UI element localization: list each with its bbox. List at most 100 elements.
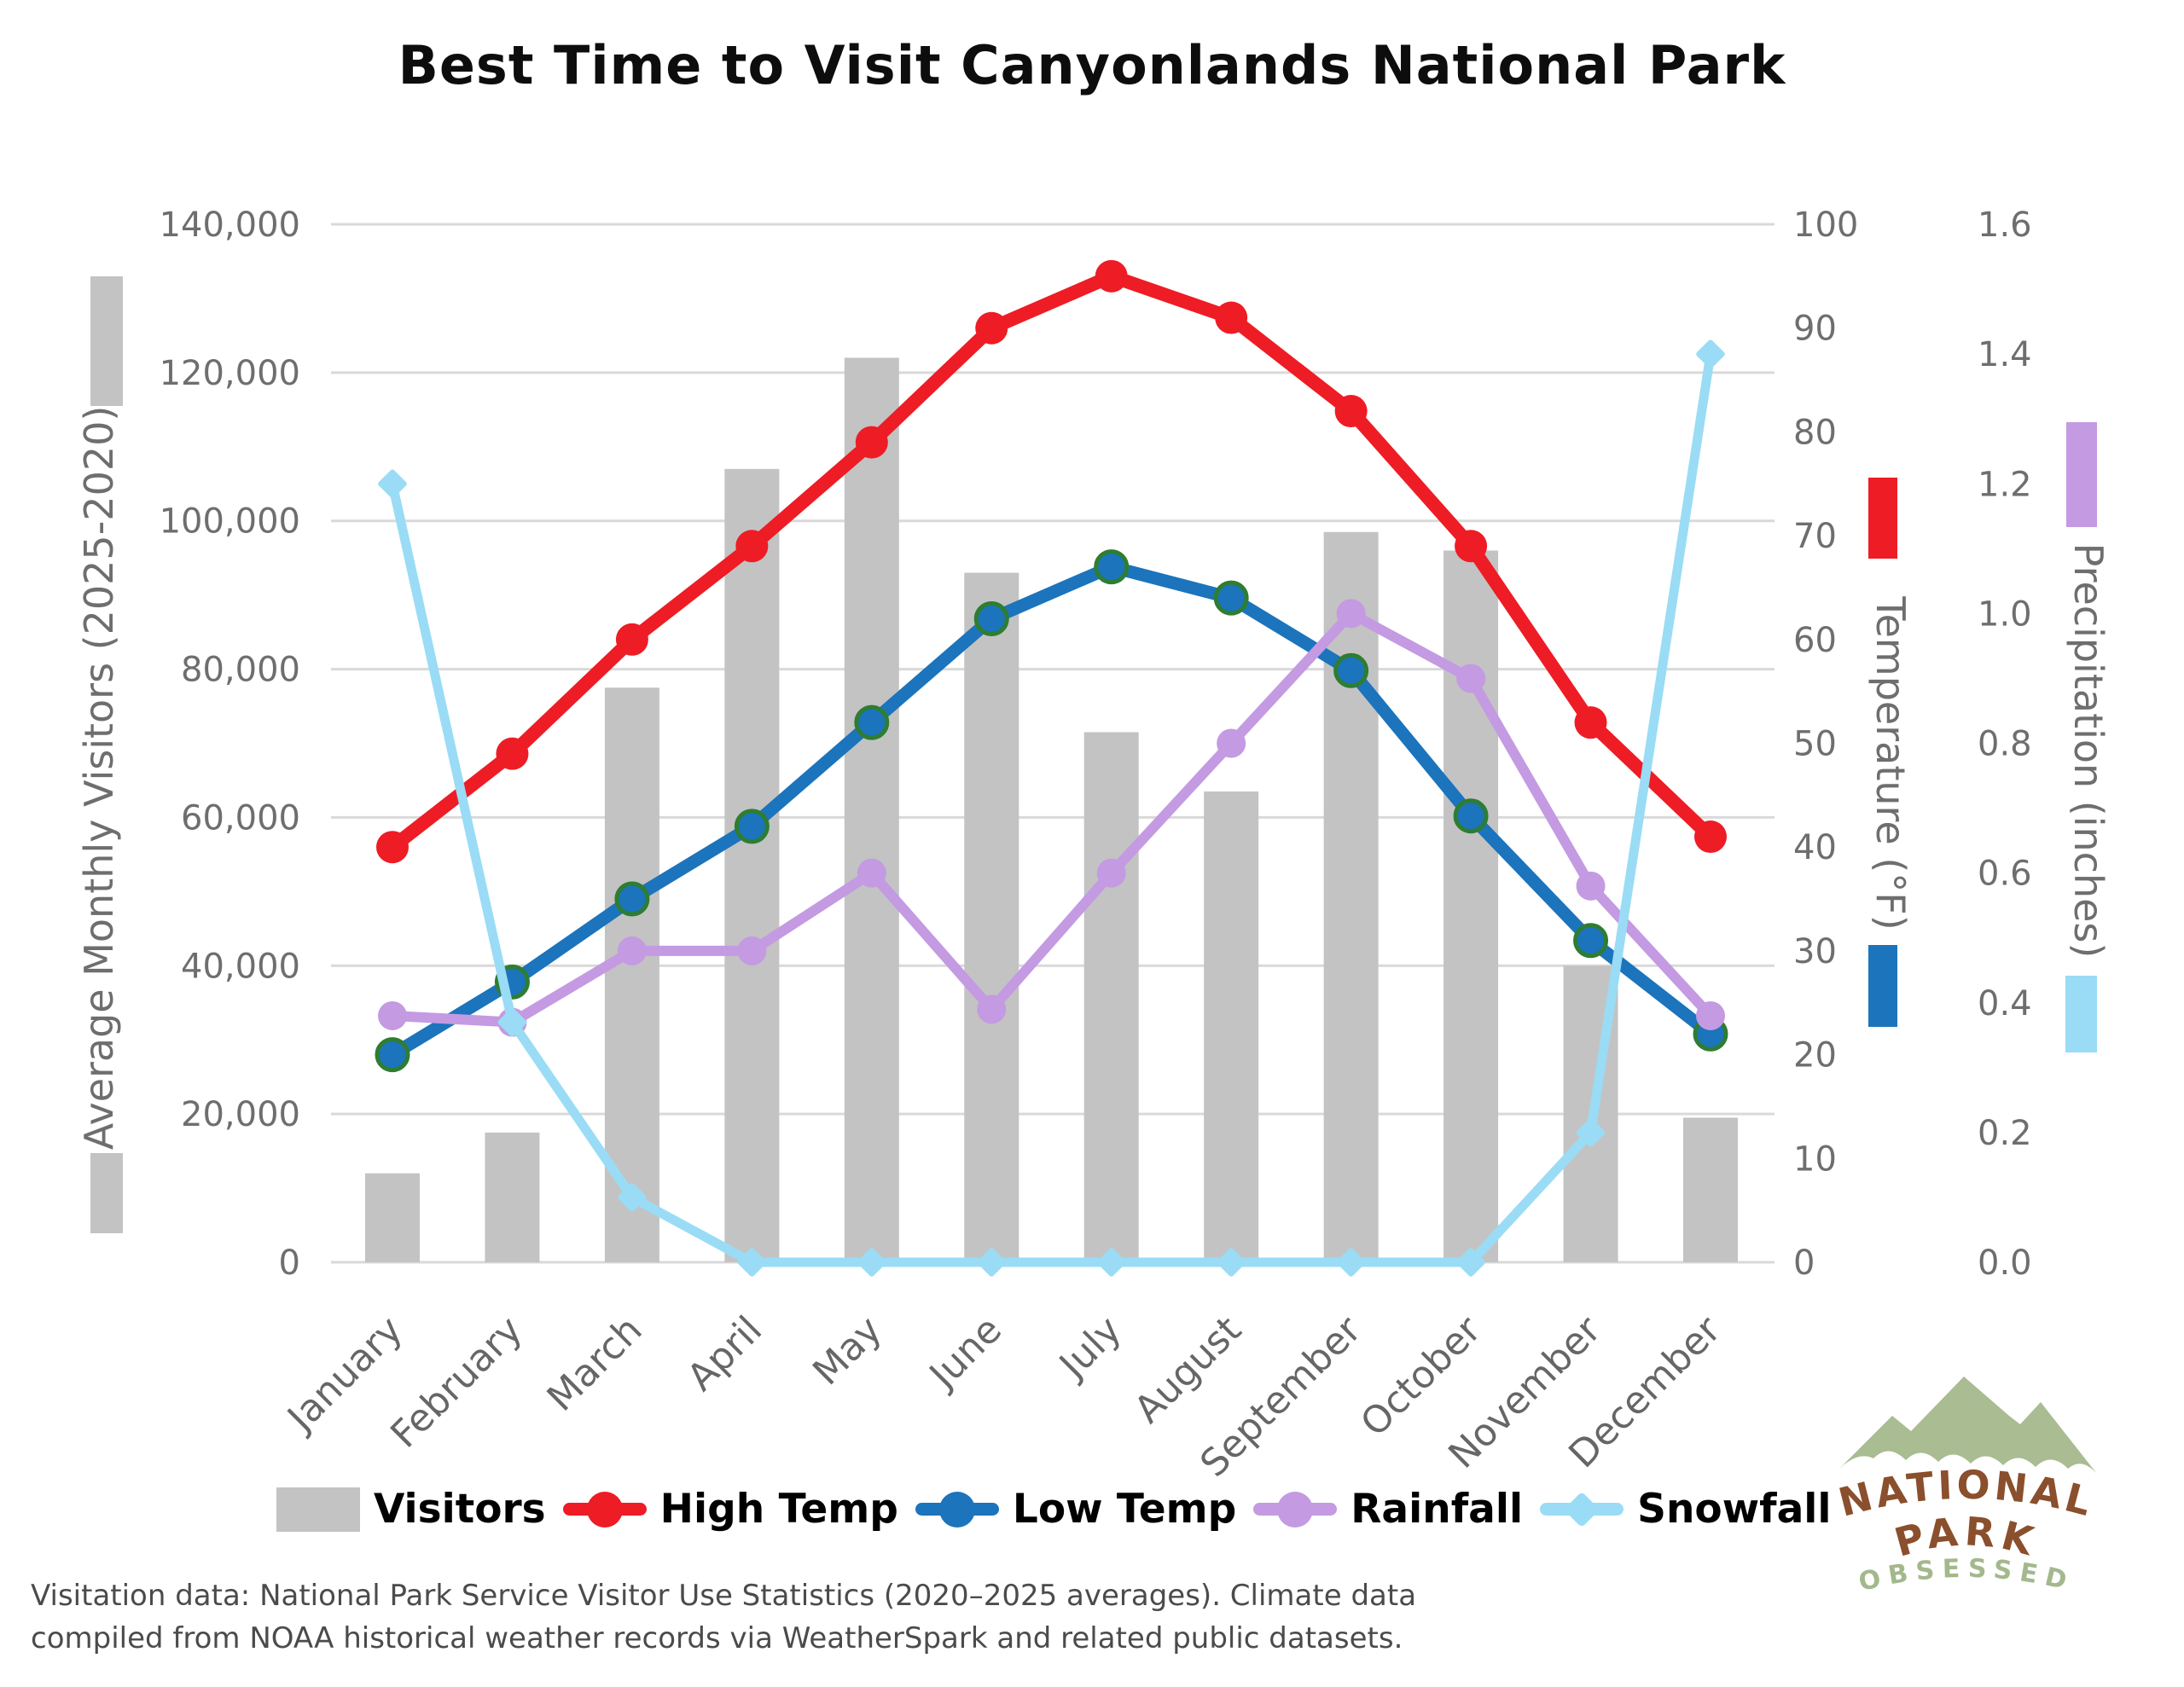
mountain-icon [1834, 1377, 2097, 1474]
precipitation-tick-0.4: 0.4 [1978, 984, 2032, 1023]
bar-October [1443, 550, 1499, 1262]
national-park-obsessed-logo: NATIONAL PARK OBSESSED [1834, 1377, 2097, 1597]
month-label-June: June [920, 1308, 1010, 1399]
precipitation-tick-0.0: 0.0 [1978, 1244, 2032, 1283]
bar-April [724, 468, 780, 1262]
point-rainfall-March [617, 936, 647, 965]
data-source-line-2: compiled from NOAA historical weather re… [31, 1621, 1403, 1655]
bar-February [485, 1132, 540, 1262]
point-snowfall-December [1696, 339, 1725, 368]
point-high-temp-April [735, 530, 769, 563]
legend-item-snowfall: Snowfall [1540, 1486, 1832, 1533]
line-low-temp [386, 560, 1717, 1062]
point-high-temp-August [1215, 301, 1248, 334]
point-high-temp-September [1334, 395, 1368, 428]
point-high-temp-June [975, 311, 1008, 345]
point-rainfall-April [737, 936, 767, 965]
data-source-note: Visitation data: National Park Service V… [31, 1574, 1416, 1660]
point-snowfall-May [857, 1248, 886, 1277]
legend-line-swatch [562, 1491, 647, 1528]
point-snowfall-August [1217, 1248, 1246, 1277]
temperature-tick-30: 30 [1793, 932, 1837, 971]
snowfall-swatch [2065, 976, 2097, 1052]
chart-legend: Visitors High Temp Low Temp Rainfall Snowfal… [276, 1486, 1832, 1533]
line-snowfall [387, 349, 1716, 1267]
point-low-temp-May [854, 704, 890, 740]
legend-label: Snowfall [1637, 1486, 1832, 1533]
high-temp-swatch [1868, 478, 1897, 559]
line-rainfall [387, 608, 1716, 1028]
temperature-tick-70: 70 [1793, 517, 1837, 556]
temperature-tick-10: 10 [1793, 1139, 1837, 1179]
point-snowfall-March [618, 1183, 647, 1212]
point-high-temp-May [855, 426, 888, 459]
precipitation-tick-1.0: 1.0 [1978, 594, 2032, 634]
weather-lines [375, 259, 1728, 1277]
legend-label: Visitors [374, 1486, 546, 1533]
visitors-axis-swatch-bottom [90, 1153, 123, 1233]
visitors-tick-100,000: 100,000 [160, 502, 300, 542]
precipitation-tick-0.6: 0.6 [1978, 855, 2032, 894]
legend-item-low-temp: Low Temp [915, 1486, 1236, 1533]
legend-line-swatch [1540, 1491, 1624, 1528]
precipitation-tick-0.8: 0.8 [1978, 725, 2032, 764]
legend-item-high-temp: High Temp [562, 1486, 898, 1533]
point-snowfall-January [378, 469, 407, 499]
visitors-tick-40,000: 40,000 [181, 947, 300, 986]
temperature-tick-100: 100 [1793, 206, 1858, 245]
visitors-tick-0: 0 [279, 1244, 300, 1283]
point-rainfall-September [1336, 599, 1366, 629]
point-high-temp-December [1693, 820, 1727, 854]
point-rainfall-November [1576, 871, 1606, 901]
temperature-tick-60: 60 [1793, 621, 1837, 660]
precipitation-axis-label: Precipitation (inches) [2065, 543, 2111, 959]
month-label-April: April [679, 1308, 770, 1400]
page-title: Best Time to Visit Canyonlands National … [398, 34, 1786, 96]
legend-line-swatch [1253, 1491, 1338, 1528]
point-rainfall-January [378, 1000, 407, 1030]
legend-label: Rainfall [1350, 1486, 1524, 1533]
visitors-axis-swatch-top [90, 276, 123, 406]
temperature-tick-40: 40 [1793, 828, 1837, 867]
precipitation-tick-1.4: 1.4 [1978, 335, 2032, 374]
visitors-tick-20,000: 20,000 [181, 1095, 300, 1134]
point-rainfall-August [1217, 728, 1246, 758]
point-high-temp-March [615, 623, 648, 656]
point-snowfall-October [1456, 1248, 1485, 1277]
point-low-temp-March [614, 881, 650, 917]
bar-December [1682, 1117, 1738, 1262]
month-label-August: August [1126, 1308, 1250, 1432]
point-high-temp-July [1095, 259, 1128, 293]
visitors-tick-120,000: 120,000 [160, 354, 300, 393]
visitors-axis-label: Average Monthly Visitors (2025-2020) [76, 406, 122, 1151]
logo-text-obsessed: OBSESSED [1856, 1554, 2077, 1597]
bar-June [964, 572, 1019, 1262]
point-snowfall-September [1336, 1248, 1366, 1277]
low-temp-swatch [1868, 945, 1897, 1027]
point-rainfall-May [857, 858, 886, 888]
bar-January [365, 1173, 420, 1262]
point-snowfall-November [1576, 1118, 1606, 1147]
point-snowfall-February [497, 1007, 527, 1037]
point-high-temp-November [1574, 706, 1607, 739]
point-snowfall-April [737, 1248, 767, 1277]
temperature-axis-label: Temperature (°F) [1867, 595, 1914, 930]
month-label-February: February [382, 1308, 531, 1457]
point-low-temp-November [1573, 923, 1609, 959]
rainfall-swatch [2066, 422, 2097, 527]
legend-item-visitors: Visitors [276, 1486, 546, 1533]
point-snowfall-June [977, 1248, 1007, 1277]
point-rainfall-June [977, 994, 1007, 1024]
point-snowfall-July [1096, 1248, 1126, 1277]
point-low-temp-September [1333, 652, 1369, 688]
visitors-tick-80,000: 80,000 [181, 651, 300, 690]
month-label-May: May [804, 1308, 890, 1394]
precipitation-tick-1.6: 1.6 [1978, 206, 2032, 245]
precipitation-tick-0.2: 0.2 [1978, 1114, 2032, 1153]
bar-July [1083, 732, 1139, 1262]
point-rainfall-July [1096, 858, 1126, 888]
point-low-temp-July [1094, 549, 1130, 585]
